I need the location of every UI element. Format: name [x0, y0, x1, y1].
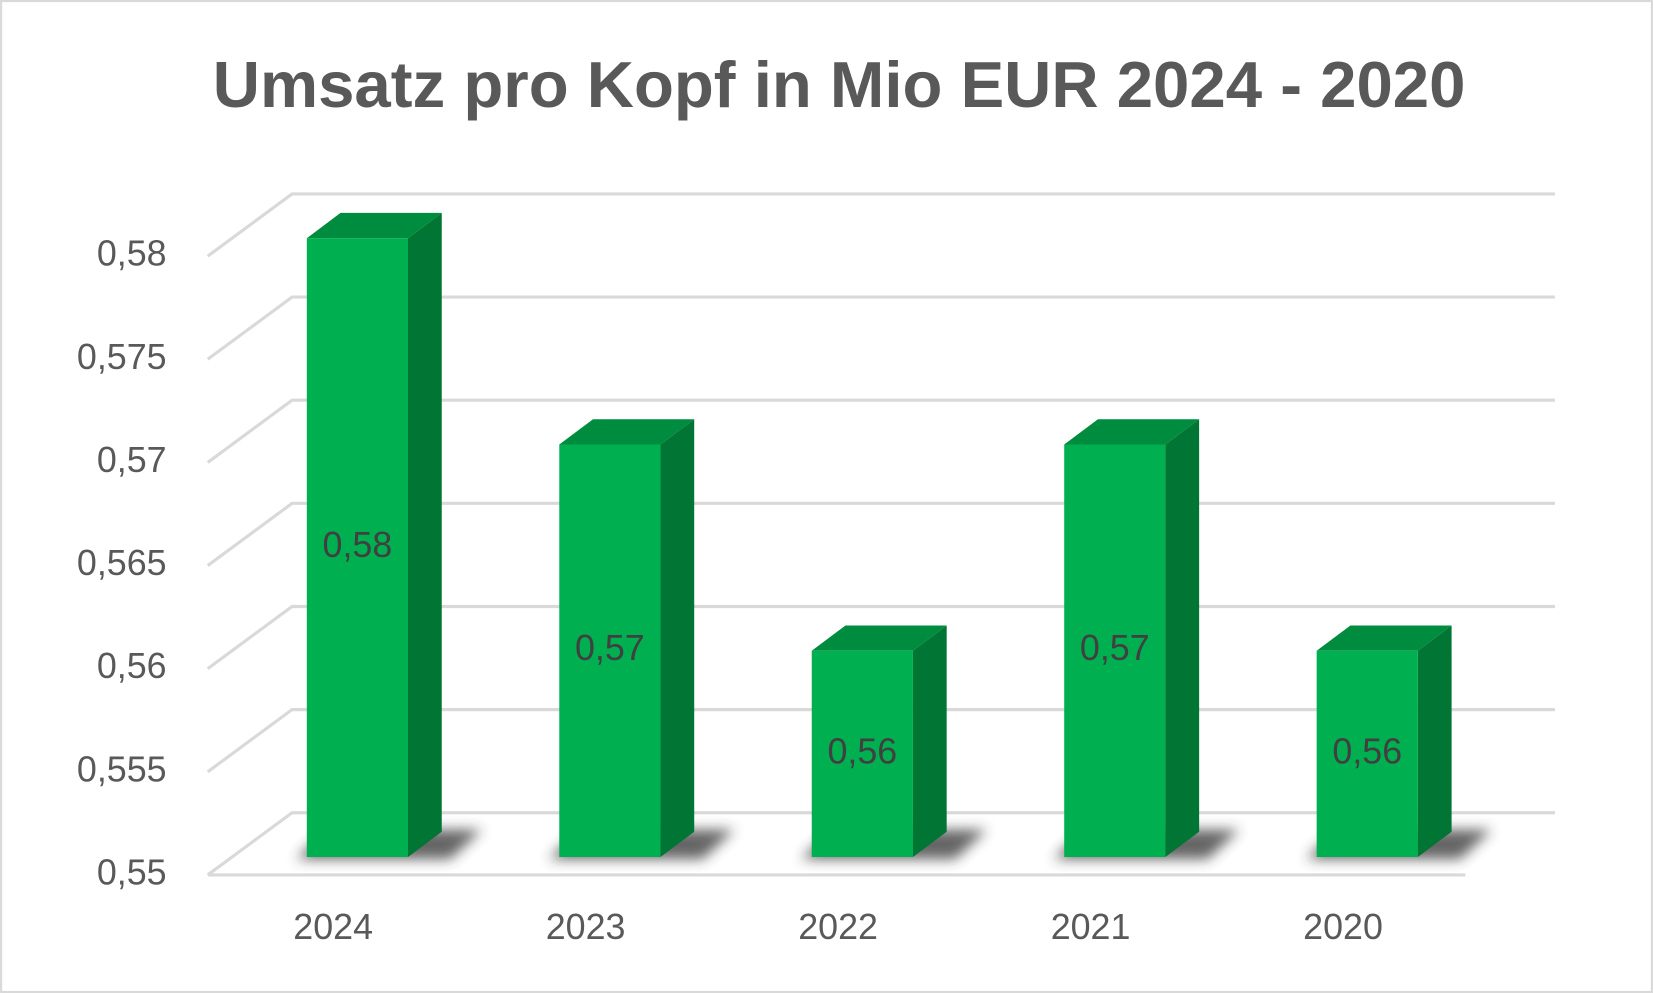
grid-line: [206, 295, 1555, 361]
data-label: 0,58: [323, 525, 393, 565]
bar: [1316, 650, 1418, 858]
x-tick-label: 2020: [1303, 907, 1383, 947]
bar-side: [1417, 625, 1452, 858]
x-tick-label: 2024: [293, 907, 373, 947]
x-tick-label: 2021: [1051, 907, 1131, 947]
bar: [1064, 444, 1166, 858]
y-tick-label: 0,57: [97, 440, 167, 480]
bar-top: [1064, 419, 1200, 445]
bar-side: [912, 625, 947, 858]
bar-top: [306, 212, 442, 239]
y-tick-label: 0,565: [77, 543, 167, 583]
data-label: 0,57: [575, 628, 645, 668]
y-tick-label: 0,56: [97, 646, 167, 686]
bar: [811, 650, 913, 858]
y-tick-label: 0,555: [77, 749, 167, 789]
bar-top: [559, 419, 695, 445]
bar-side: [408, 212, 442, 858]
bar: [559, 444, 661, 858]
y-tick-label: 0,55: [97, 852, 167, 892]
y-tick-label: 0,58: [97, 234, 167, 274]
y-tick-label: 0,575: [77, 337, 167, 377]
bar: [306, 238, 409, 858]
x-tick-label: 2022: [798, 907, 878, 947]
data-label: 0,57: [1080, 628, 1150, 668]
chart-title: Umsatz pro Kopf in Mio EUR 2024 - 2020: [213, 48, 1466, 121]
data-label: 0,56: [1332, 731, 1402, 771]
bar-top: [811, 625, 947, 651]
bar-side: [1165, 419, 1200, 858]
x-tick-label: 2023: [546, 907, 626, 947]
grid-line: [206, 192, 1555, 258]
data-label: 0,56: [827, 731, 897, 771]
bar-top: [1316, 625, 1452, 651]
bar-side: [660, 419, 695, 858]
grid-line: [206, 398, 1555, 464]
